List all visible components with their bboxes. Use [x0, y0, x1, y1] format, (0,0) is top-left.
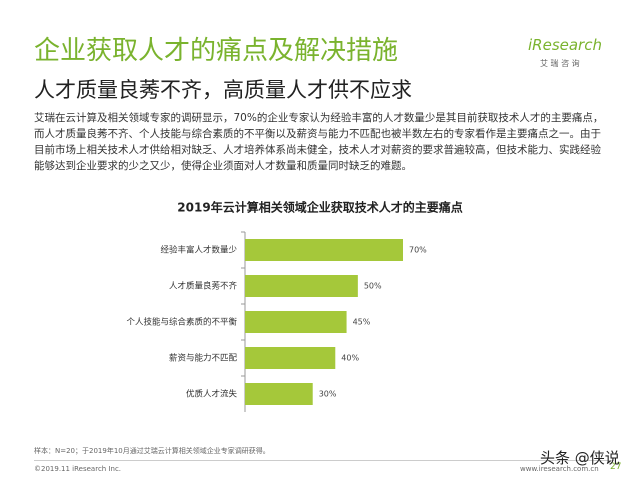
bar [245, 311, 347, 333]
category-label: 经验丰富人才数量少 [160, 245, 237, 256]
page-number: 27 [610, 462, 622, 472]
category-label: 薪资与能力不匹配 [169, 353, 238, 364]
value-label: 40% [341, 354, 359, 363]
value-label: 45% [353, 318, 371, 327]
footer-line [34, 460, 614, 461]
watermark: 头条 @侠说 [540, 449, 620, 467]
logo-sub: 艾 瑞 咨 询 [540, 59, 580, 68]
url: www.iresearch.com.cn [520, 465, 599, 473]
note: 样本：N=20；于2019年10月通过艾瑞云计算相关领域企业专家调研获得。 [34, 447, 270, 455]
bar [245, 347, 336, 369]
bar [245, 383, 313, 405]
copyright: ©2019.11 iResearch Inc. [34, 465, 122, 473]
chart-title: 2019年云计算相关领域企业获取技术人才的主要痛点 [177, 200, 462, 215]
paragraph: 艾瑞在云计算及相关领域专家的调研显示，70%的企业专家认为经验丰富的人才数量少是… [34, 112, 604, 172]
subtitle: 人才质量良莠不齐，高质量人才供不应求 [34, 78, 412, 102]
value-label: 30% [319, 390, 337, 399]
category-label: 优质人才流失 [186, 389, 238, 400]
bar [245, 275, 358, 297]
value-label: 50% [364, 282, 382, 291]
category-label: 人才质量良莠不齐 [169, 281, 238, 292]
logo: iResearch [528, 36, 602, 54]
category-label: 个人技能与综合素质的不平衡 [126, 317, 237, 328]
title: 企业获取人才的痛点及解决措施 [34, 36, 399, 66]
value-label: 70% [409, 246, 427, 255]
bar [245, 239, 403, 261]
